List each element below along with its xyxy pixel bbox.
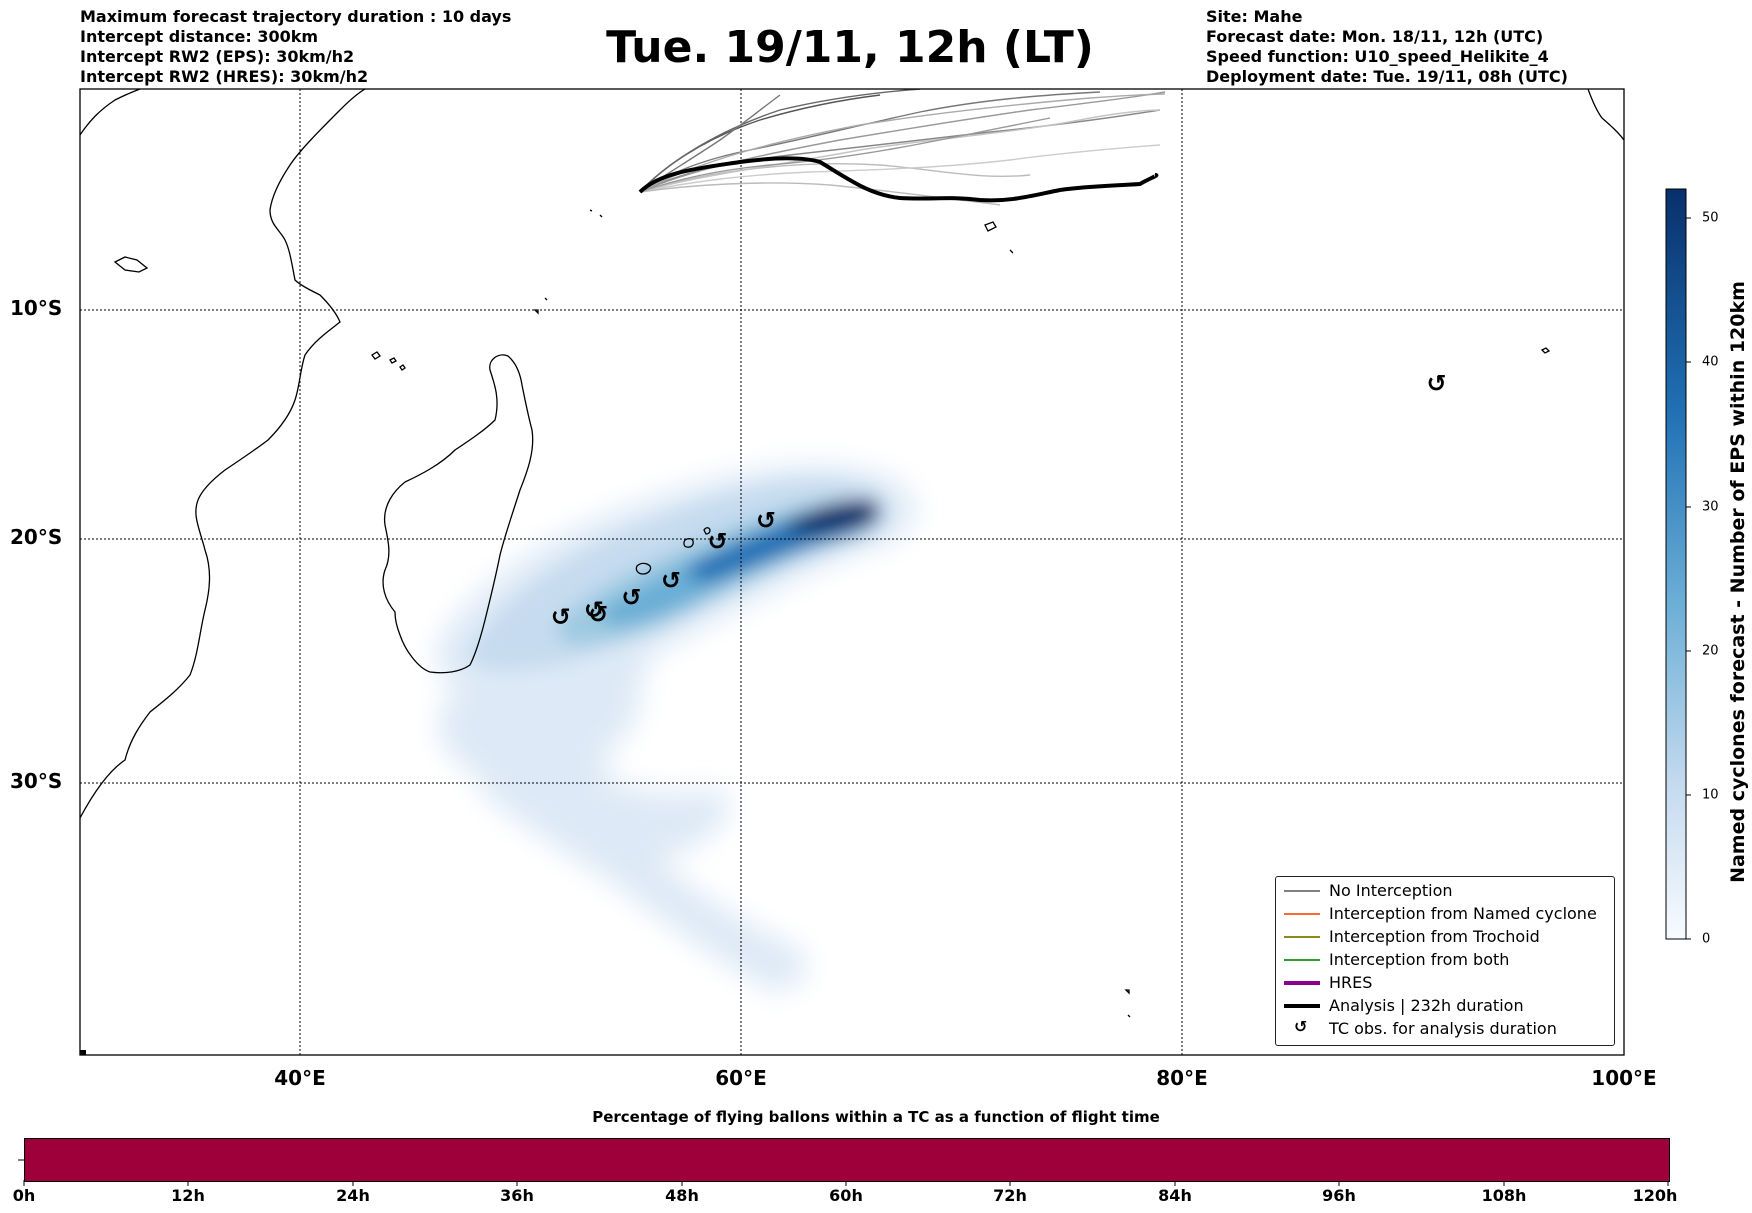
coastlines [80,89,1624,1018]
small-islands-east [984,221,1551,1018]
lon-label-60e: 60°E [715,1066,767,1090]
lon-label-80e: 80°E [1156,1066,1208,1090]
colorbar-label: Named cyclones forecast - Number of EPS … [1727,281,1749,883]
australia-edge [1587,89,1624,141]
seychelles-islands [533,209,603,315]
analysis-trajectory [638,156,1159,203]
intercept-hres-text: Intercept RW2 (HRES): 30km/h2 [80,67,369,86]
tc-obs-marker: ↺ [584,596,604,624]
legend-item-trochoid: Interception from Trochoid [1276,926,1614,948]
legend-swatch [1284,913,1320,915]
deployment-date-text: Deployment date: Tue. 19/11, 08h (UTC) [1206,67,1568,86]
forecast-date-text: Forecast date: Mon. 18/11, 12h (UTC) [1206,27,1544,46]
tc-obs-marker: ↺ [588,601,608,629]
tc-obs-marker: ↺ [661,567,681,595]
legend-item-no-interception: No Interception [1276,880,1614,902]
tc-obs-marker: ↺ [1426,369,1446,397]
map-frame [79,88,1625,1056]
site-text: Site: Mahe [1206,7,1303,26]
colorbar-tick-10: 10 [1702,787,1719,803]
legend-label: Interception from Named cyclone [1329,904,1597,923]
legend-item-named-cyclone: Interception from Named cyclone [1276,903,1614,925]
legend-item-hres: HRES [1276,972,1614,994]
map-legend: No Interception Interception from Named … [1275,876,1615,1046]
lon-label-100e: 100°E [1591,1066,1657,1090]
africa-coastline [80,89,366,819]
time-tick-48h: 48h [665,1186,699,1205]
colorbar-tick-40: 40 [1702,354,1719,370]
time-tick-0h: 0h [12,1186,36,1205]
tc-obs-markers: ↺ ↺↺↺↺↺↺↺ [551,369,1447,631]
colorbar-ticks [1686,217,1691,940]
time-tick-36h: 36h [500,1186,534,1205]
tc-obs-marker: ↺ [756,507,776,535]
socotra-island [113,256,149,273]
tc-obs-marker: ↺ [707,527,727,555]
mauritius-island [635,562,652,575]
legend-swatch [1284,1004,1320,1008]
flight-time-bar [24,1138,1670,1182]
colorbar-tick-0: 0 [1702,931,1711,947]
lon-label-40e: 40°E [274,1066,326,1090]
legend-swatch [1284,981,1320,985]
rodrigues-island [703,527,711,535]
lat-label-10s: 10°S [10,296,63,320]
time-tick-72h: 72h [993,1186,1027,1205]
arabia-somalia-coast [80,89,141,136]
colorbar-tick-20: 20 [1702,643,1719,659]
header-right-info: Site: Mahe Forecast date: Mon. 18/11, 12… [1206,7,1568,87]
tc-obs-marker: ↺ [621,584,641,612]
bottom-bar-title: Percentage of flying ballons within a TC… [592,1108,1160,1126]
legend-label: Analysis | 232h duration [1329,996,1524,1015]
legend-label: HRES [1329,973,1373,992]
map-corner-mark [80,1050,86,1055]
comoros-islands [371,351,406,371]
legend-swatch [1284,959,1320,961]
time-tick-84h: 84h [1158,1186,1192,1205]
speed-function-text: Speed function: U10_speed_Helikite_4 [1206,47,1549,66]
time-tick-120h: 120h [1632,1186,1678,1205]
intercept-eps-text: Intercept RW2 (EPS): 30km/h2 [80,47,355,66]
trajectory-no-interception-group [639,89,1166,206]
colorbar-tick-30: 30 [1702,499,1719,515]
legend-item-analysis: Analysis | 232h duration [1276,995,1614,1017]
colorbar [1665,188,1687,940]
madagascar-coastline [382,354,534,674]
max-duration-text: Maximum forecast trajectory duration : 1… [80,7,512,26]
cyclone-symbol-icon: ↺ [1294,1017,1308,1036]
gridlines [80,89,1624,1055]
legend-swatch [1284,890,1320,892]
time-tick-12h: 12h [171,1186,205,1205]
eps-density-field [436,465,916,991]
time-tick-108h: 108h [1481,1186,1527,1205]
legend-label: No Interception [1329,881,1453,900]
lat-label-30s: 30°S [10,769,63,793]
legend-swatch [1284,936,1320,938]
legend-item-both: Interception from both [1276,949,1614,971]
header-left-info: Maximum forecast trajectory duration : 1… [80,7,511,87]
legend-item-tc-obs: ↺ TC obs. for analysis duration [1276,1017,1614,1040]
tc-obs-marker: ↺ [551,603,571,631]
time-tick-60h: 60h [829,1186,863,1205]
legend-label: Interception from Trochoid [1329,927,1540,946]
legend-label: Interception from both [1329,950,1510,969]
colorbar-tick-50: 50 [1702,210,1719,226]
page-title: Tue. 19/11, 12h (LT) [606,22,1094,73]
time-tick-24h: 24h [336,1186,370,1205]
time-tick-96h: 96h [1322,1186,1356,1205]
lat-label-20s: 20°S [10,525,63,549]
legend-label: TC obs. for analysis duration [1329,1019,1557,1038]
intercept-distance-text: Intercept distance: 300km [80,27,319,46]
